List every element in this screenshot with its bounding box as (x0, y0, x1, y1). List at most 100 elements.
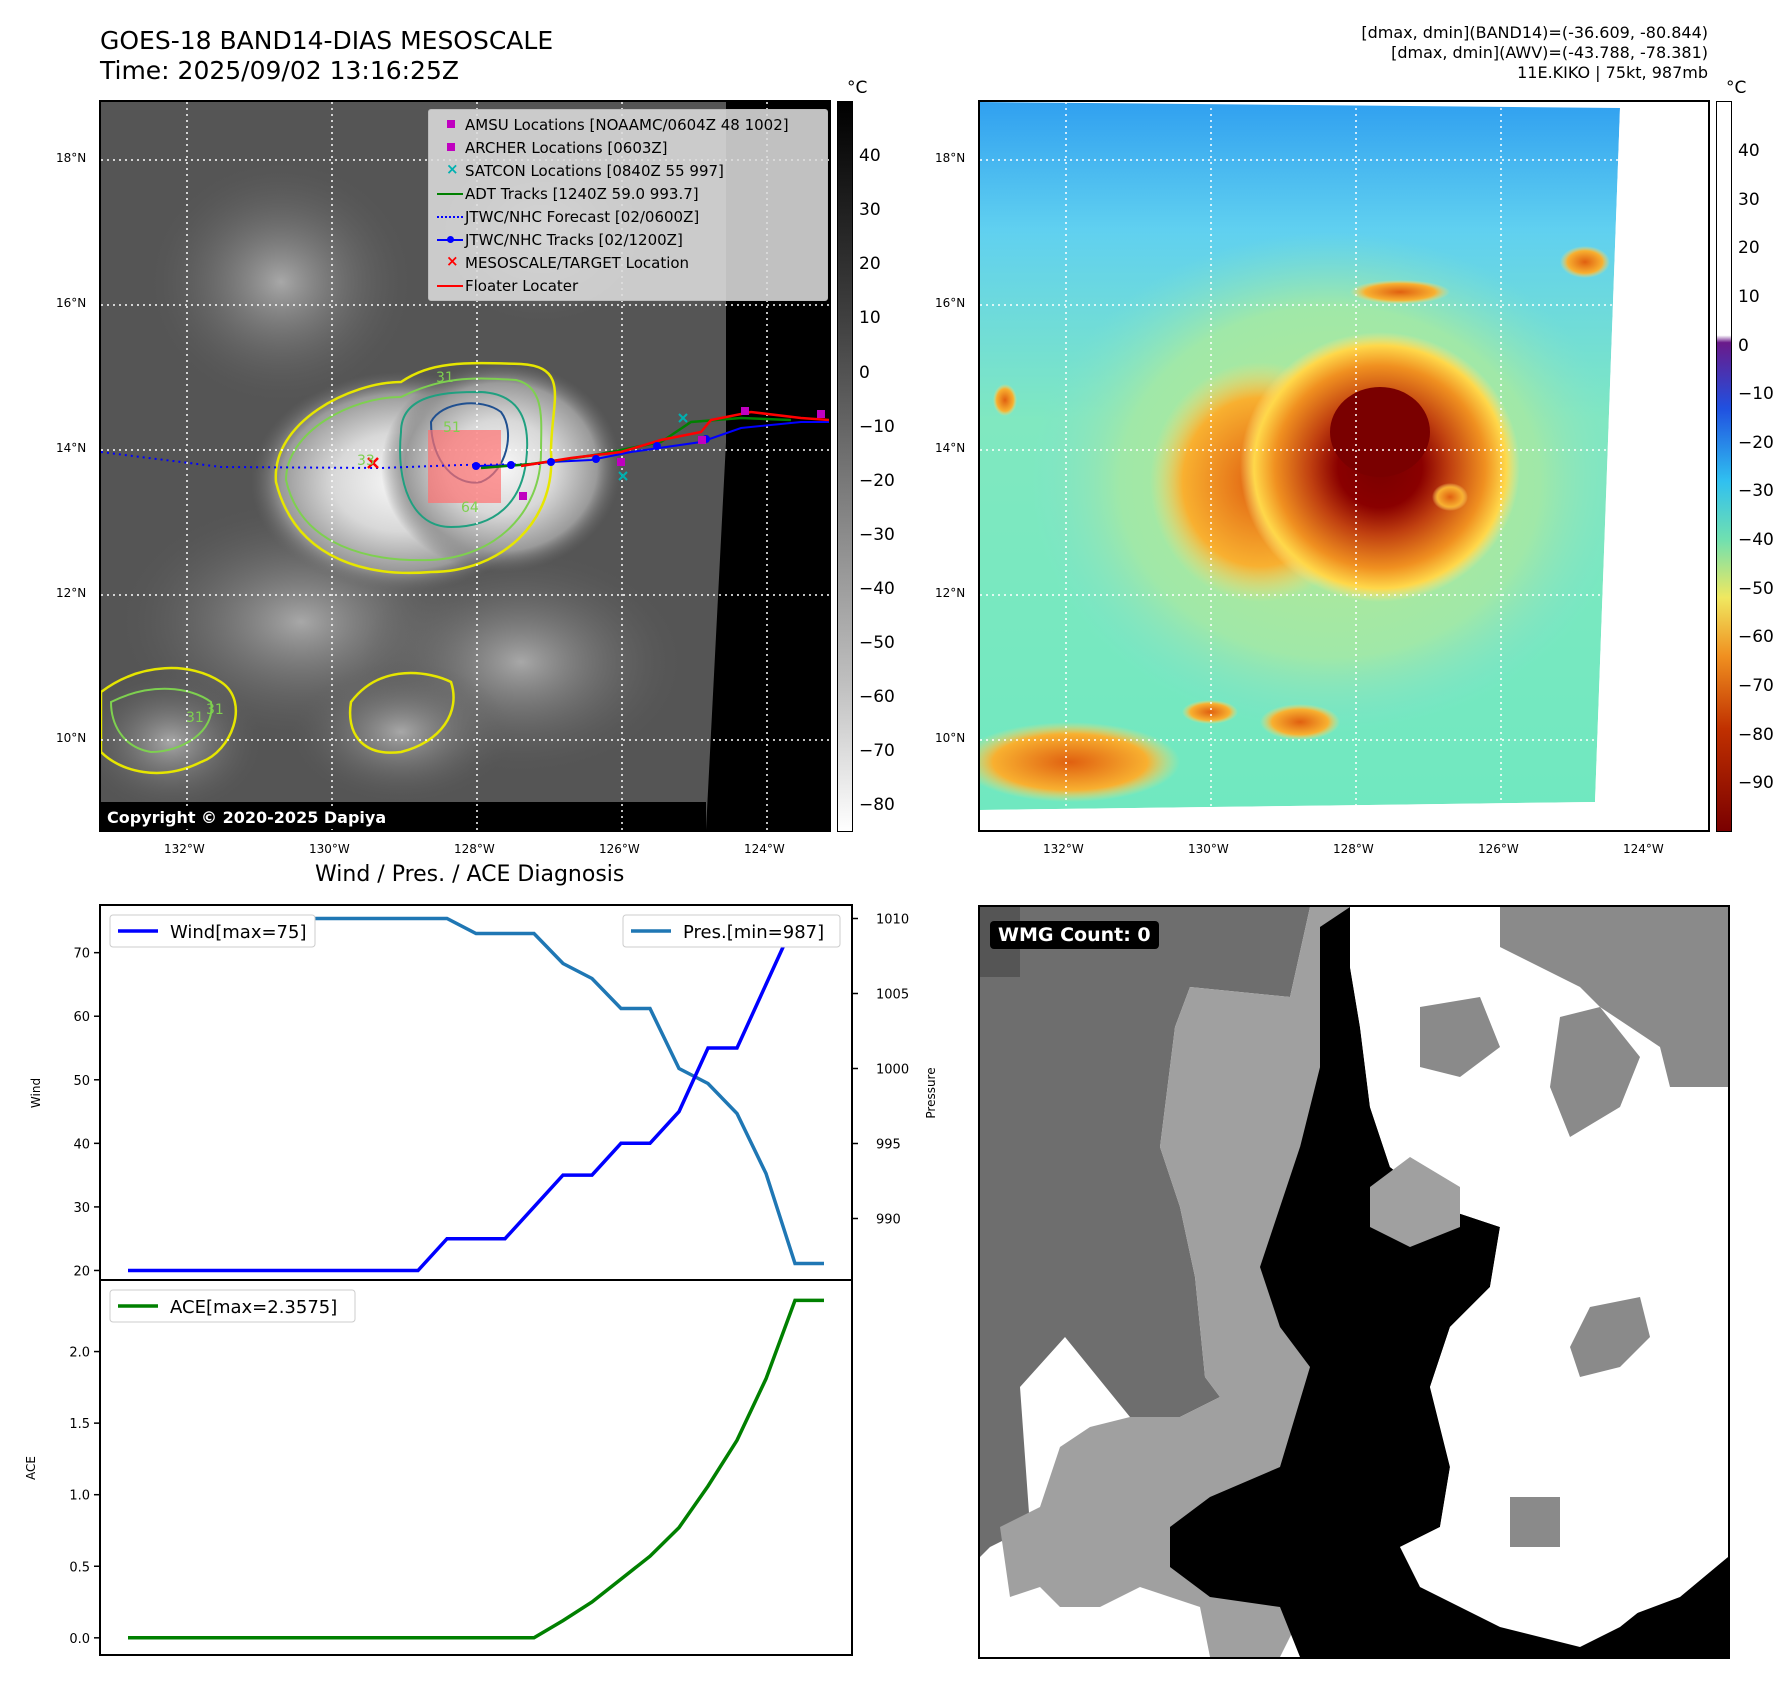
axis-tick-label: 990 (876, 1213, 901, 1228)
colorbar-tick: 30 (1738, 190, 1760, 210)
lon-label: 130°W (309, 842, 350, 856)
info-block: [dmax, dmin](BAND14)=(-36.609, -80.844) … (1361, 23, 1708, 83)
pressure-line (128, 916, 824, 1266)
lat-label: 16°N (935, 296, 966, 310)
title-line-2: Time: 2025/09/02 13:16:25Z (100, 56, 459, 85)
figure-title: GOES-18 BAND14-DIAS MESOSCALE Time: 2025… (100, 26, 553, 86)
axis-tick-label: 1005 (876, 988, 909, 1003)
title-line-1: GOES-18 BAND14-DIAS MESOSCALE (100, 26, 554, 55)
legend-label: ADT Tracks [1240Z 59.0 993.7] (465, 184, 699, 203)
contour-labels: 31 64 31 51 33 31 (186, 370, 479, 726)
ace-ticks: 0.0 0.5 1.0 1.5 2.0 (69, 1346, 100, 1647)
diagnosis-title: Wind / Pres. / ACE Diagnosis (315, 862, 625, 887)
colorbar-tick: 40 (1738, 141, 1760, 161)
lat-label: 18°N (935, 151, 966, 165)
wmg-map (980, 907, 1728, 1657)
wind-axis-label: Wind (29, 1078, 43, 1108)
diagnosis-chart: 20 30 40 50 60 70 990 995 1000 1005 1010 0.0 0.5 1.… (24, 904, 938, 1656)
amsu-archer-points (519, 407, 825, 500)
lat-label: 12°N (56, 586, 87, 600)
wind-legend-label: Wind[max=75] (170, 922, 307, 943)
info-line-2: [dmax, dmin](AWV)=(-43.788, -78.381) (1391, 43, 1708, 62)
colorbar-unit: °C (847, 78, 868, 98)
colorbar-tick: −20 (1738, 433, 1774, 453)
lat-label: 14°N (935, 441, 966, 455)
colorbar-tick: 30 (859, 200, 881, 220)
awv-colorbar (1716, 101, 1732, 832)
info-line-3: 11E.KIKO | 75kt, 987mb (1517, 63, 1708, 82)
axis-tick-label: 0.5 (69, 1560, 90, 1575)
map-gridlines (980, 102, 1708, 830)
contour-label: 51 (443, 420, 461, 436)
line-dot-icon (433, 228, 465, 251)
band14-colorbar (837, 101, 853, 832)
floater-track (520, 410, 829, 468)
lat-label: 16°N (56, 296, 87, 310)
legend-label: SATCON Locations [0840Z 55 997] (465, 161, 724, 180)
colorbar-tick: −70 (1738, 676, 1774, 696)
contour-label: 33 (357, 453, 375, 469)
colorbar-tick: 10 (1738, 287, 1760, 307)
axis-tick-label: 60 (73, 1010, 90, 1025)
axis-tick-label: 1000 (876, 1063, 909, 1078)
awv-map-panel (978, 100, 1710, 832)
lon-label: 128°W (454, 842, 495, 856)
line-icon (433, 182, 465, 205)
lat-label: 10°N (935, 731, 966, 745)
awv-map (980, 102, 1708, 830)
wmg-count-badge: WMG Count: 0 (990, 921, 1159, 949)
colorbar-tick: −40 (1738, 530, 1774, 550)
lat-label: 10°N (56, 731, 87, 745)
axis-tick-label: 995 (876, 1138, 901, 1153)
jtwc-track-points (472, 435, 710, 470)
x-icon: × (446, 160, 459, 178)
ace-axes (99, 1279, 853, 1656)
colorbar-tick: −40 (859, 579, 895, 599)
ace-legend-label: ACE[max=2.3575] (170, 1297, 337, 1318)
wind-ticks: 20 30 40 50 60 70 (73, 947, 100, 1279)
lon-label: 132°W (164, 842, 205, 856)
axis-tick-label: 1.0 (69, 1489, 90, 1504)
legend-item-amsu: AMSU Locations [NOAAMC/0604Z 48 1002] (433, 113, 827, 136)
colorbar-tick: −10 (859, 417, 895, 437)
legend-item-jtwc-tracks: JTWC/NHC Tracks [02/1200Z] (433, 228, 827, 251)
wind-pressure-axes (99, 904, 853, 1281)
axis-tick-label: 1.5 (69, 1417, 90, 1432)
mesoscale-target-marker (367, 457, 379, 469)
lat-label: 14°N (56, 441, 87, 455)
ace-line (128, 1298, 824, 1640)
copyright-label: Copyright © 2020-2025 Dapiya (101, 806, 393, 829)
legend-item-archer: ARCHER Locations [0603Z] (433, 136, 827, 159)
ace-axis-label: ACE (24, 1456, 38, 1480)
square-icon (433, 113, 465, 136)
lon-label: 130°W (1188, 842, 1229, 856)
colorbar-tick: 0 (1738, 336, 1749, 356)
contour-label: 31 (206, 702, 224, 718)
legend-label: JTWC/NHC Tracks [02/1200Z] (465, 230, 683, 249)
legend-item-forecast: JTWC/NHC Forecast [02/0600Z] (433, 205, 827, 228)
lat-label: 18°N (56, 151, 87, 165)
legend-label: AMSU Locations [NOAAMC/0604Z 48 1002] (465, 115, 789, 134)
lat-label: 12°N (935, 586, 966, 600)
colorbar-tick: −20 (859, 471, 895, 491)
legend-label: Floater Locater (465, 276, 579, 295)
colorbar-tick: −60 (1738, 627, 1774, 647)
legend-item-target: × MESOSCALE/TARGET Location (433, 251, 827, 274)
lon-label: 124°W (1623, 842, 1664, 856)
lon-label: 128°W (1333, 842, 1374, 856)
colorbar-tick: 20 (1738, 238, 1760, 258)
colorbar-tick: −60 (859, 687, 895, 707)
lon-label: 126°W (599, 842, 640, 856)
legend-label: JTWC/NHC Forecast [02/0600Z] (465, 207, 700, 226)
colorbar-tick: −70 (859, 741, 895, 761)
contour-label: 31 (186, 710, 204, 726)
colorbar-tick: −80 (1738, 725, 1774, 745)
colorbar-tick: −90 (1738, 773, 1774, 793)
legend-item-adt: ADT Tracks [1240Z 59.0 993.7] (433, 182, 827, 205)
x-icon: × (446, 252, 459, 270)
colorbar-tick: −50 (1738, 579, 1774, 599)
wind-line (128, 919, 824, 1273)
colorbar-tick: −30 (1738, 481, 1774, 501)
colorbar-tick: −50 (859, 633, 895, 653)
axis-tick-label: 50 (73, 1074, 90, 1089)
